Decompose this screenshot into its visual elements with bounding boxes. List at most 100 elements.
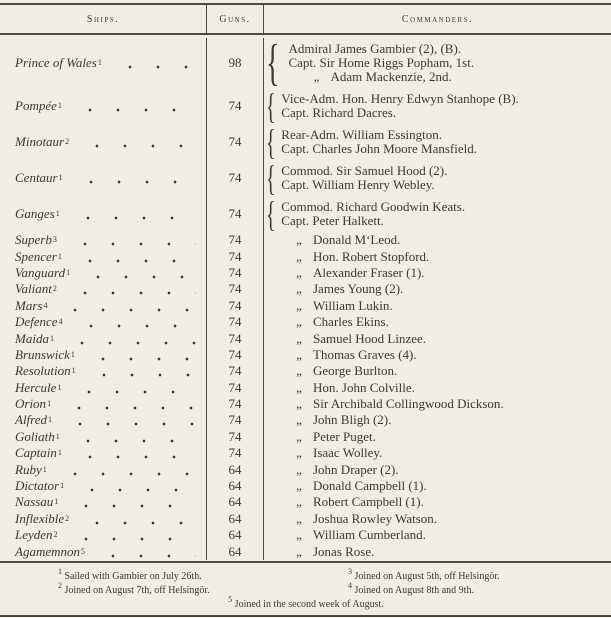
ditto-mark: „	[313, 69, 320, 84]
footnote-center: 5 Joined in the second week of August.	[0, 596, 611, 612]
ship-name: Resolution	[15, 363, 71, 379]
table-row: Prince of Wales 1 98{Admiral James Gambier…	[0, 38, 611, 88]
dot-leader	[81, 517, 196, 526]
ship-cell: Captain 1	[0, 445, 206, 461]
commander-line: Capt. Peter Halkett.	[281, 214, 465, 228]
commander-line: „ Joshua Rowley Watson.	[267, 511, 437, 527]
guns-value: 74	[206, 281, 264, 298]
table-row: Superb 3 74 „ Donald M‘Leod.	[0, 232, 611, 249]
commander-line: Capt. William Henry Webley.	[281, 178, 447, 192]
ditto-mark: „	[296, 281, 302, 297]
ditto-mark: „	[296, 346, 302, 362]
guns-value: 74	[206, 160, 264, 196]
footnote-item: 2 Joined on August 7th, off Helsingör.	[57, 581, 347, 598]
ship-name: Inflexible	[15, 510, 65, 526]
ship-cell: Resolution 1	[0, 363, 206, 379]
dot-leader	[71, 213, 196, 221]
commander-name: Isaac Wolley.	[313, 445, 383, 461]
commander-line: Admiral James Gambier (2), (B).	[288, 42, 474, 56]
guns-value: 74	[206, 346, 264, 364]
commanders-cell: „ Jonas Rose.	[264, 543, 611, 559]
commander-name: Capt. Charles John Moore Mansfield.	[281, 141, 477, 156]
commander-name: Thomas Graves (4).	[313, 346, 417, 362]
ship-cell: Goliath 1	[0, 429, 206, 445]
commanders-cell: {Commod. Sir Samuel Hood (2). Capt. Willi…	[264, 160, 611, 196]
guns-value: 74	[206, 395, 264, 413]
table-row: Pompée 1 74{Vice-Adm. Hon. Henry Edwyn Sta…	[0, 88, 611, 124]
footnote-text: Joined on August 5th, off Helsingör.	[352, 570, 500, 582]
commander-name: Samuel Hood Linzee.	[313, 330, 426, 346]
footnote-text: Joined on August 7th, off Helsingör.	[62, 584, 210, 596]
ditto-mark: „	[296, 478, 302, 494]
table-row: Ruby 1 64 „ John Draper (2).	[0, 461, 611, 478]
table-row: Defence 4 74 „ Charles Ekins.	[0, 313, 611, 331]
ship-cell: Spencer 1	[0, 248, 206, 264]
commander-line: „ Charles Ekins.	[267, 314, 389, 330]
commander-name: Capt. Peter Halkett.	[281, 213, 384, 228]
commanders-cell: „ Donald Campbell (1).	[264, 478, 611, 494]
ship-cell: Ruby 1	[0, 461, 206, 477]
commander-line: „ Hon. Robert Stopford.	[267, 249, 429, 265]
commander-name: Hon. John Colville.	[313, 379, 415, 395]
ship-name: Leyden	[15, 527, 53, 543]
ship-cell: Minotaur 2	[0, 124, 206, 160]
commander-name: Robert Campbell (1).	[313, 494, 424, 510]
guns-value: 74	[206, 196, 264, 232]
footnote-marker: 3	[348, 567, 352, 577]
ship-name: Hercule	[15, 379, 57, 395]
ship-name: Maida	[15, 330, 49, 346]
commander-lines: Rear-Adm. William Essington. Capt. Charle…	[281, 128, 477, 156]
footnote-marker: 2	[58, 581, 62, 591]
table-row: Brunswick 1 74 „ Thomas Graves (4).	[0, 346, 611, 364]
table-row: Maida 1 74 „ Samuel Hood Linzee.	[0, 330, 611, 347]
ditto-mark: „	[296, 248, 302, 264]
brace-glyph: {	[266, 196, 276, 232]
commander-name: Jonas Rose.	[313, 543, 375, 559]
commander-name: Peter Puget.	[313, 428, 376, 444]
ship-cell: Maida 1	[0, 330, 206, 346]
guns-value: 74	[206, 264, 264, 282]
guns-value: 64	[206, 477, 264, 495]
table-row: Nassau 1 64 „ Robert Campbell (1).	[0, 494, 611, 511]
commander-lines: Admiral James Gambier (2), (B). Capt. Sir…	[288, 42, 474, 84]
commander-line: „ James Young (2).	[267, 281, 403, 297]
commander-line: „ George Burlton.	[267, 363, 397, 379]
commander-line: „ Thomas Graves (4).	[267, 347, 417, 363]
dot-leader	[71, 435, 196, 444]
ship-name: Mars	[15, 297, 43, 313]
footer-rule	[0, 560, 611, 563]
commander-name: Commod. Richard Goodwin Keats.	[281, 199, 466, 214]
dot-leader	[65, 337, 196, 346]
commander-name: James Young (2).	[313, 281, 404, 297]
ship-cell: Agamemnon 5	[0, 543, 206, 559]
table-row: Valiant 2 74 „ James Young (2).	[0, 281, 611, 298]
scanned-book-page: Ships. Guns. Commanders. Prince of Wales…	[0, 3, 611, 618]
commanders-cell: „ Isaac Wolley.	[264, 445, 611, 461]
commander-line: „ Sir Archibald Collingwood Dickson.	[267, 396, 504, 412]
table-row: Spencer 1 74 „ Hon. Robert Stopford.	[0, 248, 611, 265]
commander-line: Commod. Richard Goodwin Keats.	[281, 200, 465, 214]
commander-line: Capt. Charles John Moore Mansfield.	[281, 142, 477, 156]
commanders-cell: „ Hon. John Colville.	[264, 380, 611, 396]
dot-leader	[70, 501, 196, 510]
dot-leader	[74, 177, 196, 185]
commander-name: Donald M‘Leod.	[313, 232, 401, 248]
dot-leader	[63, 403, 196, 412]
ditto-mark: „	[296, 510, 302, 526]
table-row: Vanguard 1 74 „ Alexander Fraser (1).	[0, 264, 611, 282]
ship-cell: Inflexible 2	[0, 511, 206, 527]
ship-cell: Mars 4	[0, 298, 206, 314]
table-row: Ganges 1 74{Commod. Richard Goodwin Keats.…	[0, 196, 611, 232]
guns-value: 64	[206, 527, 264, 544]
table-row: Mars 4 74 „ William Lukin.	[0, 297, 611, 314]
dot-leader	[76, 485, 196, 494]
ditto-mark: „	[296, 232, 302, 248]
ship-name: Spencer	[15, 248, 57, 264]
footnote-marker: 1	[58, 567, 62, 577]
brace-glyph: {	[266, 124, 276, 160]
commander-line: „ Robert Campbell (1).	[267, 494, 424, 510]
ship-cell: Valiant 2	[0, 281, 206, 297]
table-row: Alfred 1 74 „ John Bligh (2).	[0, 412, 611, 429]
commander-name: Rear-Adm. William Essington.	[281, 127, 443, 142]
ditto-mark: „	[296, 314, 302, 330]
